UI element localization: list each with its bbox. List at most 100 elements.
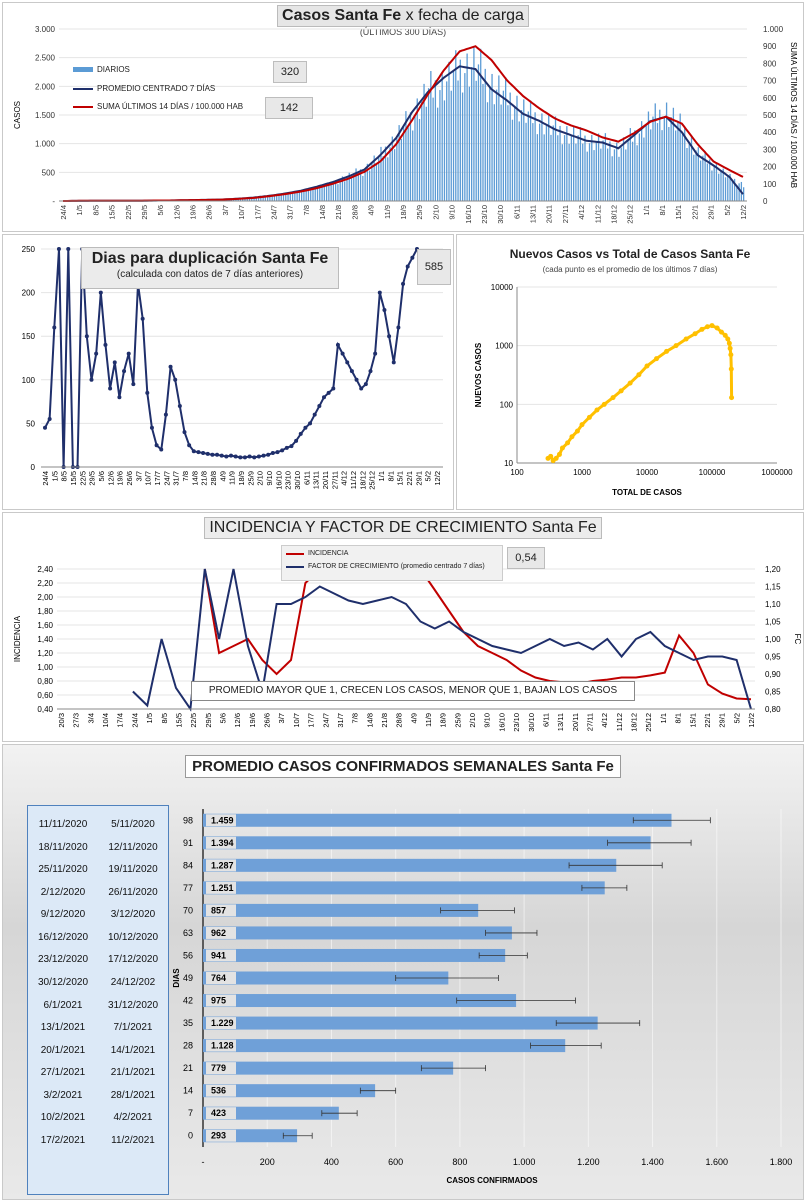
- doubling-point: [173, 377, 178, 382]
- cases-daily-bar: [260, 196, 262, 201]
- week-date-row: 16/12/2020 10/12/2020: [28, 932, 168, 943]
- weekly-value-label: 1.459: [211, 815, 234, 825]
- cases-x-tick: 16/10: [464, 205, 473, 224]
- cases-x-tick: 24/4: [59, 205, 68, 220]
- scatter-point: [627, 380, 633, 386]
- incidence-y-tick: 1,80: [37, 607, 53, 616]
- cases-daily-bar: [273, 195, 276, 201]
- cases-y2-tick: 800: [763, 59, 777, 68]
- cases-y2-tick: 300: [763, 145, 777, 154]
- doubling-x-tick: 29/1: [414, 471, 423, 486]
- doubling-x-tick: 18/12: [358, 471, 367, 490]
- week-end-date: 2/12/2020: [40, 886, 86, 898]
- cases-daily-bar: [706, 163, 709, 201]
- cases-daily-bar: [659, 109, 661, 201]
- weekly-category-label: 7: [188, 1108, 193, 1118]
- incidence-x-tick: 14/8: [365, 713, 374, 728]
- cases-daily-bar: [387, 157, 389, 201]
- incidence-y-tick: 1,00: [37, 663, 53, 672]
- incidence-x-tick: 10/4: [101, 713, 110, 728]
- doubling-x-tick: 2/10: [256, 471, 265, 486]
- incidence-x-tick: 1/5: [145, 713, 154, 723]
- cases-x-tick: 4/12: [577, 205, 586, 220]
- doubling-point: [335, 342, 340, 347]
- incidence-x-tick: 8/1: [674, 713, 683, 723]
- cases-daily-bar: [446, 81, 448, 201]
- cases-x-tick: 5/2: [723, 205, 732, 215]
- cases-daily-bar: [301, 190, 303, 201]
- weekly-value-label-bg: [206, 904, 236, 917]
- doubling-point: [298, 431, 303, 436]
- cases-y2-tick: 500: [763, 111, 777, 120]
- incidence-x-tick: 22/1: [703, 713, 712, 728]
- scatter-point: [699, 326, 705, 332]
- doubling-point: [405, 264, 410, 269]
- cases-daily-bar: [344, 181, 346, 201]
- cases-daily-bar: [654, 103, 656, 201]
- doubling-point: [331, 386, 336, 391]
- cases-daily-bar: [375, 163, 378, 201]
- weekly-x-tick: 1.600: [706, 1157, 729, 1167]
- scatter-y-tick: 10: [504, 459, 513, 468]
- scatter-point: [664, 348, 670, 354]
- incidence-y2-tick: 1,15: [765, 583, 781, 592]
- cases-x-tick: 11/9: [383, 205, 392, 219]
- doubling-point: [238, 455, 243, 460]
- cases-x-tick: 8/5: [91, 205, 100, 215]
- incidence-x-tick: 29/5: [204, 713, 213, 728]
- weekly-category-label: 0: [188, 1131, 193, 1141]
- cases-x-tick: 18/12: [609, 205, 618, 224]
- growth-factor-line: [132, 568, 752, 712]
- scatter-x-tick: 100000: [699, 468, 726, 477]
- doubling-point: [122, 369, 127, 374]
- weekly-x-tick: 400: [324, 1157, 339, 1167]
- incidence-y-tick: 0,80: [37, 677, 53, 686]
- cases-daily-bar: [702, 155, 704, 201]
- weekly-bar: [203, 1039, 566, 1053]
- incidence-y2-tick: 1,10: [765, 600, 781, 609]
- weekly-value-label: 941: [211, 950, 226, 960]
- cases-daily-bar: [353, 173, 355, 201]
- scatter-point: [653, 356, 659, 362]
- promedio-value-box: 320: [273, 61, 307, 83]
- cases-daily-bar: [661, 130, 663, 201]
- cases-daily-bar: [285, 193, 287, 201]
- weekly-value-label-bg: [206, 859, 236, 872]
- cases-daily-bar: [724, 177, 727, 201]
- incidence-x-tick: 24/4: [130, 713, 139, 728]
- cases-daily-bar: [688, 142, 690, 201]
- weekly-value-label: 1.251: [211, 883, 234, 893]
- doubling-point: [373, 351, 378, 356]
- week-date-row: 3/2/2021 28/1/2021: [28, 1090, 168, 1101]
- weekly-value-label-bg: [206, 994, 236, 1007]
- cases-daily-bar: [389, 147, 391, 201]
- doubling-point: [191, 449, 196, 454]
- scatter-point: [714, 325, 720, 331]
- cases-daily-bar: [631, 141, 634, 201]
- cases-chart-title: Casos Santa Fe x fecha de carga: [3, 5, 803, 27]
- incidence-x-tick: 12/6: [233, 713, 242, 728]
- cases-daily-bar: [378, 155, 380, 201]
- cases-x-tick: 19/6: [189, 205, 198, 220]
- incidence-x-tick: 23/10: [512, 713, 521, 732]
- cases-y-tick: 1.500: [35, 111, 56, 120]
- weekly-x-tick: 600: [388, 1157, 403, 1167]
- cases-daily-bar: [416, 98, 418, 201]
- weekly-value-label-bg: [206, 949, 236, 962]
- doubling-x-tick: 11/12: [349, 471, 358, 489]
- incidence-annotation: PROMEDIO MAYOR QUE 1, CRECEN LOS CASOS, …: [191, 681, 635, 701]
- cases-daily-bar: [341, 176, 344, 201]
- cases-daily-bar: [276, 194, 278, 201]
- cases-daily-bar: [310, 188, 312, 201]
- cases-daily-bar: [507, 105, 509, 201]
- scatter-x-tick: 100: [510, 468, 524, 477]
- cases-daily-bar: [328, 183, 330, 201]
- cases-daily-bar: [464, 73, 466, 201]
- week-date-row: 20/1/2021 14/1/2021: [28, 1045, 168, 1056]
- scatter-point: [565, 440, 571, 446]
- doubling-point: [182, 430, 187, 435]
- doubling-point: [201, 451, 206, 456]
- incidence-y2-tick: 0,95: [765, 653, 781, 662]
- weekly-value-label-bg: [206, 1062, 236, 1075]
- incidence-x-tick: 18/12: [630, 713, 639, 732]
